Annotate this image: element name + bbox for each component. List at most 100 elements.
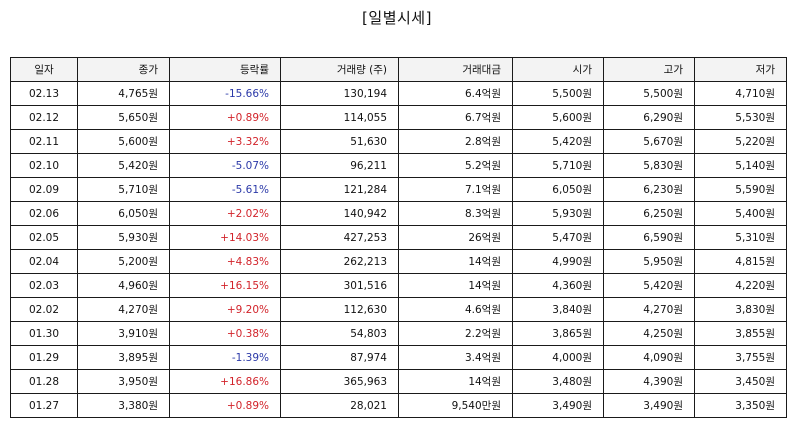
low-cell: 5,530원 xyxy=(694,105,787,130)
change-cell: +9.20% xyxy=(169,297,281,322)
close-cell: 4,960원 xyxy=(77,273,170,298)
change-cell: +0.38% xyxy=(169,321,281,346)
high-cell: 6,290원 xyxy=(603,105,695,130)
high-cell: 5,420원 xyxy=(603,273,695,298)
low-cell: 4,220원 xyxy=(694,273,787,298)
amount-cell: 7.1억원 xyxy=(398,177,513,202)
column-header-volume: 거래량 (주) xyxy=(280,57,399,82)
column-header-amount: 거래대금 xyxy=(398,57,513,82)
table-row: 02.06 6,050원 +2.02% 140,942 8.3억원 5,930원 6,250… xyxy=(10,201,787,226)
change-cell: +2.02% xyxy=(169,201,281,226)
close-cell: 4,270원 xyxy=(77,297,170,322)
amount-cell: 14억원 xyxy=(398,369,513,394)
change-cell: -5.61% xyxy=(169,177,281,202)
high-cell: 6,590원 xyxy=(603,225,695,250)
table-row: 02.12 5,650원 +0.89% 114,055 6.7억원 5,600원 6,290… xyxy=(10,105,787,130)
date-cell: 02.06 xyxy=(10,201,78,226)
date-cell: 02.02 xyxy=(10,297,78,322)
amount-cell: 26억원 xyxy=(398,225,513,250)
table-row: 02.11 5,600원 +3.32% 51,630 2.8억원 5,420원 5,670원… xyxy=(10,129,787,154)
amount-cell: 6.4억원 xyxy=(398,81,513,106)
table-row: 01.28 3,950원 +16.86% 365,963 14억원 3,480원 4,390… xyxy=(10,369,787,394)
open-cell: 3,840원 xyxy=(512,297,604,322)
low-cell: 5,140원 xyxy=(694,153,787,178)
open-cell: 3,865원 xyxy=(512,321,604,346)
volume-cell: 262,213 xyxy=(280,249,399,274)
amount-cell: 4.6억원 xyxy=(398,297,513,322)
date-cell: 01.27 xyxy=(10,393,78,418)
close-cell: 4,765원 xyxy=(77,81,170,106)
volume-cell: 114,055 xyxy=(280,105,399,130)
high-cell: 6,250원 xyxy=(603,201,695,226)
high-cell: 4,250원 xyxy=(603,321,695,346)
open-cell: 6,050원 xyxy=(512,177,604,202)
close-cell: 3,380원 xyxy=(77,393,170,418)
volume-cell: 28,021 xyxy=(280,393,399,418)
low-cell: 4,815원 xyxy=(694,249,787,274)
date-cell: 02.09 xyxy=(10,177,78,202)
table-row: 02.03 4,960원 +16.15% 301,516 14억원 4,360원 5,420… xyxy=(10,273,787,298)
change-cell: +3.32% xyxy=(169,129,281,154)
low-cell: 3,450원 xyxy=(694,369,787,394)
close-cell: 5,710원 xyxy=(77,177,170,202)
open-cell: 5,500원 xyxy=(512,81,604,106)
table-row: 02.02 4,270원 +9.20% 112,630 4.6억원 3,840원 4,270… xyxy=(10,297,787,322)
change-cell: +16.15% xyxy=(169,273,281,298)
daily-price-table: 일자 종가 등락률 거래량 (주) 거래대금 시가 고가 저가 02.13 4,7… xyxy=(10,57,787,418)
volume-cell: 301,516 xyxy=(280,273,399,298)
date-cell: 01.29 xyxy=(10,345,78,370)
amount-cell: 14억원 xyxy=(398,273,513,298)
low-cell: 3,855원 xyxy=(694,321,787,346)
date-cell: 02.10 xyxy=(10,153,78,178)
column-header-close: 종가 xyxy=(77,57,170,82)
amount-cell: 14억원 xyxy=(398,249,513,274)
date-cell: 01.30 xyxy=(10,321,78,346)
volume-cell: 87,974 xyxy=(280,345,399,370)
date-cell: 02.03 xyxy=(10,273,78,298)
amount-cell: 6.7억원 xyxy=(398,105,513,130)
date-cell: 02.13 xyxy=(10,81,78,106)
column-header-low: 저가 xyxy=(694,57,787,82)
open-cell: 5,470원 xyxy=(512,225,604,250)
date-cell: 02.12 xyxy=(10,105,78,130)
low-cell: 3,755원 xyxy=(694,345,787,370)
change-cell: +14.03% xyxy=(169,225,281,250)
close-cell: 6,050원 xyxy=(77,201,170,226)
volume-cell: 112,630 xyxy=(280,297,399,322)
open-cell: 4,990원 xyxy=(512,249,604,274)
volume-cell: 365,963 xyxy=(280,369,399,394)
low-cell: 5,220원 xyxy=(694,129,787,154)
high-cell: 4,270원 xyxy=(603,297,695,322)
table-row: 01.30 3,910원 +0.38% 54,803 2.2억원 3,865원 4,250원… xyxy=(10,321,787,346)
table-row: 02.10 5,420원 -5.07% 96,211 5.2억원 5,710원 5,830원… xyxy=(10,153,787,178)
low-cell: 5,310원 xyxy=(694,225,787,250)
open-cell: 5,710원 xyxy=(512,153,604,178)
volume-cell: 427,253 xyxy=(280,225,399,250)
close-cell: 5,200원 xyxy=(77,249,170,274)
high-cell: 4,090원 xyxy=(603,345,695,370)
low-cell: 5,590원 xyxy=(694,177,787,202)
date-cell: 02.11 xyxy=(10,129,78,154)
open-cell: 3,480원 xyxy=(512,369,604,394)
amount-cell: 5.2억원 xyxy=(398,153,513,178)
volume-cell: 96,211 xyxy=(280,153,399,178)
high-cell: 5,670원 xyxy=(603,129,695,154)
amount-cell: 9,540만원 xyxy=(398,393,513,418)
volume-cell: 140,942 xyxy=(280,201,399,226)
amount-cell: 2.8억원 xyxy=(398,129,513,154)
table-row: 02.04 5,200원 +4.83% 262,213 14억원 4,990원 5,950원… xyxy=(10,249,787,274)
table-row: 01.29 3,895원 -1.39% 87,974 3.4억원 4,000원 4,090원… xyxy=(10,345,787,370)
amount-cell: 3.4억원 xyxy=(398,345,513,370)
low-cell: 3,350원 xyxy=(694,393,787,418)
change-cell: +4.83% xyxy=(169,249,281,274)
open-cell: 4,360원 xyxy=(512,273,604,298)
table-header-row: 일자 종가 등락률 거래량 (주) 거래대금 시가 고가 저가 xyxy=(10,57,787,82)
high-cell: 3,490원 xyxy=(603,393,695,418)
amount-cell: 8.3억원 xyxy=(398,201,513,226)
change-cell: +16.86% xyxy=(169,369,281,394)
table-row: 02.05 5,930원 +14.03% 427,253 26억원 5,470원 6,590… xyxy=(10,225,787,250)
close-cell: 3,950원 xyxy=(77,369,170,394)
date-cell: 02.05 xyxy=(10,225,78,250)
page-title: [일별시세] xyxy=(362,9,432,27)
high-cell: 6,230원 xyxy=(603,177,695,202)
